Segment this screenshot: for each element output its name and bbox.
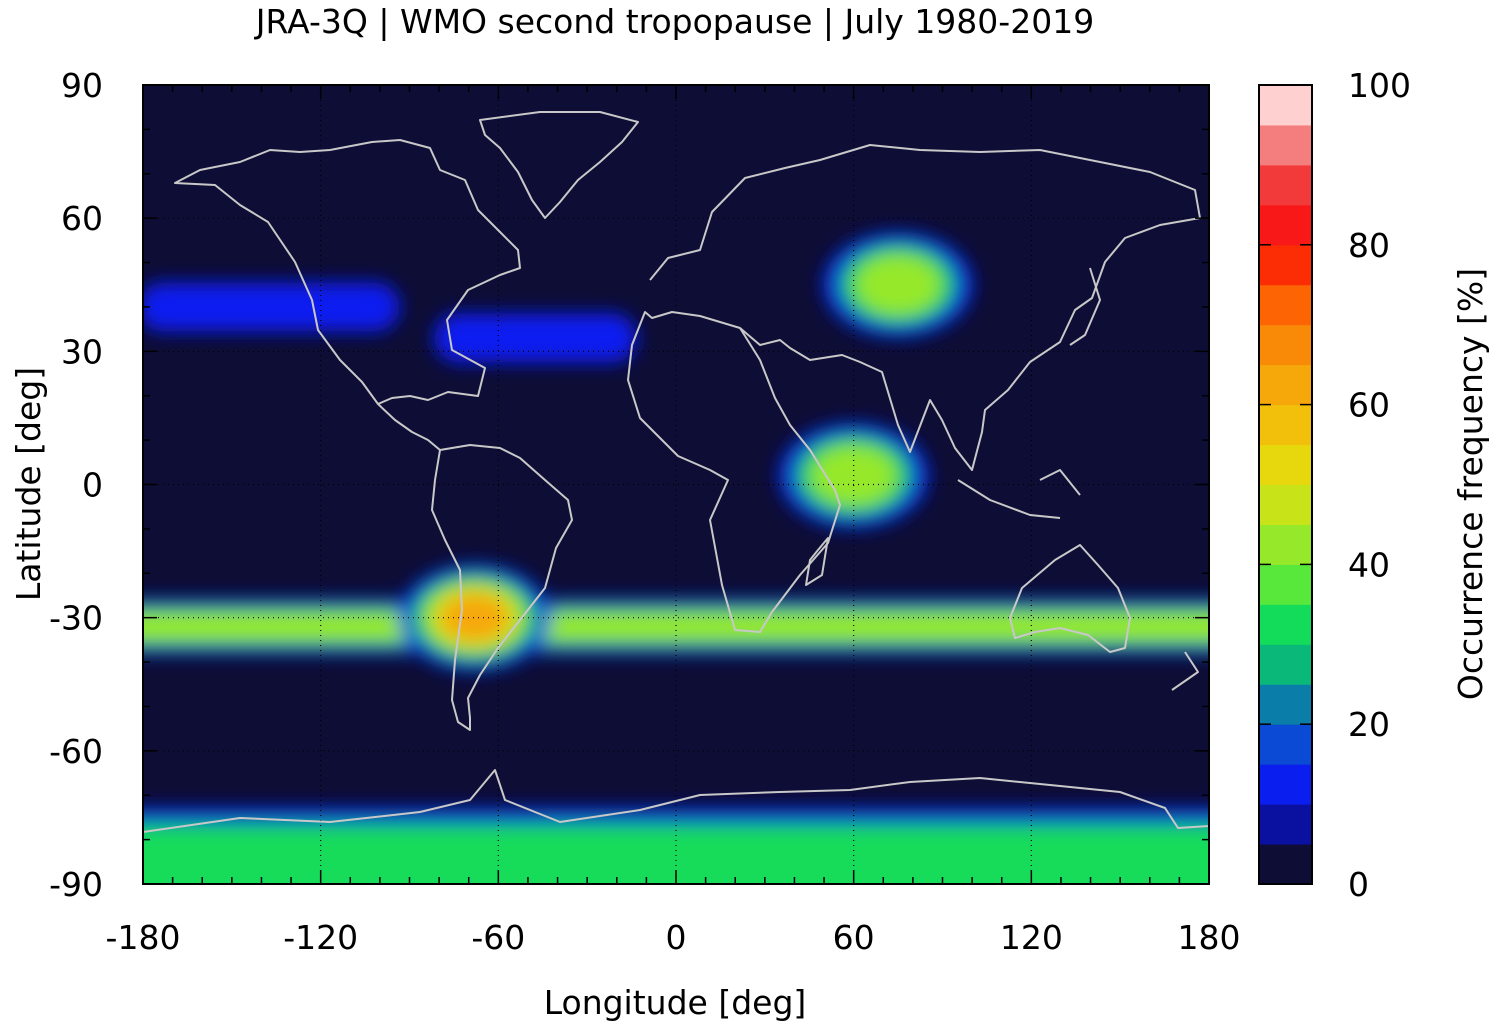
y-tick-label: 0 (82, 466, 103, 505)
x-tick-label: 180 (1178, 918, 1241, 957)
colorbar-cell (1259, 124, 1312, 166)
colorbar-cell (1259, 724, 1312, 765)
contour-band (441, 594, 508, 641)
coastline-north-america (174, 139, 521, 405)
colorbar-cell (1259, 404, 1312, 446)
x-tick-labels: -180 -120 -60 0 60 120 180 (106, 918, 1241, 957)
coastline-africa-europe-asia (627, 144, 1201, 633)
y-tick-label: 30 (61, 332, 103, 371)
colorbar-cell (1259, 804, 1312, 845)
y-tick-labels: 90 60 30 0 -30 -60 -90 (49, 66, 103, 904)
map-plot-area (142, 84, 1210, 885)
colorbar-tick-label: 20 (1348, 705, 1390, 744)
x-tick-label: 60 (833, 918, 875, 957)
axis-ticks (142, 84, 1210, 885)
y-tick-label: 60 (61, 199, 103, 238)
colorbar: 0 20 40 60 80 100 (1258, 66, 1411, 904)
colorbar-cell (1259, 764, 1312, 805)
colorbar-frame (1258, 84, 1313, 885)
coastline-japan (1069, 267, 1101, 346)
x-tick-label: 0 (666, 918, 687, 957)
colorbar-cell (1259, 684, 1312, 725)
colorbar-cell (1259, 844, 1312, 885)
colorbar-tick-label: 60 (1348, 386, 1390, 425)
colorbar-label: Occurrence frequency [%] (1451, 268, 1490, 700)
colorbar-cell (1259, 644, 1312, 685)
x-axis-label: Longitude [deg] (544, 983, 807, 1022)
colorbar-cell (1259, 604, 1312, 645)
x-tick-label: -180 (106, 918, 181, 957)
map-grid (143, 85, 1209, 884)
y-tick-label: 90 (61, 66, 103, 105)
map-background (143, 85, 1209, 884)
colorbar-tick-label: 0 (1348, 865, 1369, 904)
colorbar-tick-label: 40 (1348, 545, 1390, 584)
colorbar-cell (1259, 284, 1312, 326)
coastlines (143, 111, 1209, 833)
colorbar-cell (1259, 324, 1312, 366)
contour-band (433, 313, 637, 363)
x-tick-label: 120 (1000, 918, 1063, 957)
coastline-greenland (479, 111, 639, 219)
x-tick-label: -120 (283, 918, 358, 957)
coastline-central-america (377, 403, 441, 451)
x-tick-label: -60 (471, 918, 525, 957)
y-axis-label: Latitude [deg] (9, 367, 48, 601)
contour-band (143, 612, 1209, 641)
colorbar-cell (1259, 564, 1312, 605)
y-tick-label: -90 (49, 865, 103, 904)
colorbar-cell (1259, 444, 1312, 485)
colorbar-cell (1259, 524, 1312, 565)
coastline-madagascar (805, 537, 829, 586)
chart-title: JRA-3Q | WMO second tropopause | July 19… (254, 2, 1094, 41)
contour-band (856, 255, 940, 315)
coastline-south-america (431, 444, 573, 731)
colorbar-cell (1259, 85, 1312, 126)
y-tick-label: -30 (49, 599, 103, 638)
y-tick-label: -60 (49, 732, 103, 771)
colorbar-cell (1259, 364, 1312, 406)
colorbar-cell (1259, 484, 1312, 525)
colorbar-tick-label: 100 (1348, 66, 1411, 105)
coastline-new-zealand (1171, 651, 1199, 691)
colorbar-cell (1259, 244, 1312, 286)
coastline-indonesia (957, 469, 1081, 519)
contour-band (143, 282, 400, 332)
coastline-antarctica (143, 769, 1209, 833)
coastline-australia (1009, 544, 1131, 653)
colorbar-cell (1259, 204, 1312, 246)
colorbar-cell (1259, 164, 1312, 206)
colorbar-tick-label: 80 (1348, 226, 1390, 265)
